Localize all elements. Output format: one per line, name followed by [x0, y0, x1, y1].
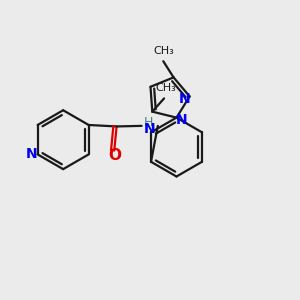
- Text: O: O: [109, 148, 122, 164]
- Text: N: N: [176, 113, 188, 127]
- Text: N: N: [25, 147, 37, 161]
- Text: N: N: [178, 92, 190, 106]
- Text: N: N: [144, 122, 156, 136]
- Text: CH₃: CH₃: [155, 83, 176, 93]
- Text: CH₃: CH₃: [153, 46, 174, 56]
- Text: H: H: [144, 116, 153, 129]
